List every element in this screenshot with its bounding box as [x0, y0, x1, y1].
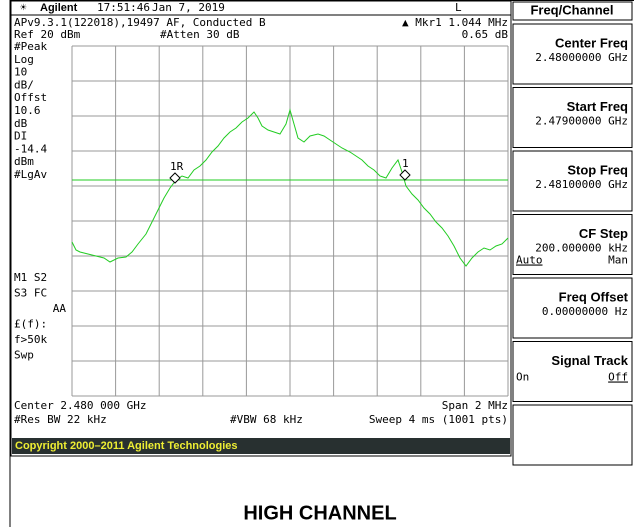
side-label: #Peak: [14, 40, 47, 53]
softkey-value: 2.47900000 GHz: [535, 115, 628, 128]
menu-title: Freq/Channel: [530, 2, 613, 17]
softkey-box: [512, 277, 633, 339]
side-label: Swp: [14, 349, 34, 362]
side-label: 10.6: [14, 104, 41, 117]
trace: [71, 108, 509, 267]
side-label: f>50k: [14, 333, 47, 346]
softkey-label: Stop Freq: [567, 162, 628, 177]
svg-text:1R: 1R: [170, 160, 184, 173]
svg-text:1: 1: [402, 157, 409, 170]
softkey-value: 2.48000000 GHz: [535, 51, 628, 64]
softkey-value: 200.000000 kHz: [535, 242, 628, 255]
marker-1: 1: [399, 157, 411, 181]
marker-1r: 1R: [169, 160, 184, 184]
softkey-label: CF Step: [579, 226, 628, 241]
softkey-value: 2.48100000 GHz: [535, 178, 628, 191]
softkey[interactable]: [512, 404, 633, 466]
marker-readout: ▲ Mkr1 1.044 MHz: [402, 16, 508, 29]
side-label: 10: [14, 66, 27, 79]
time: 17:51:46: [97, 1, 150, 14]
icon: ☀: [20, 1, 27, 14]
softkey-label: Signal Track: [551, 353, 628, 368]
display: [10, 0, 512, 457]
caption: HIGH CHANNEL: [243, 502, 396, 524]
softkey-box: [512, 404, 633, 466]
side-label: dBm: [14, 155, 34, 168]
softkey-label: Center Freq: [555, 35, 628, 50]
softkey-label: Freq Offset: [559, 289, 629, 304]
softkey-label: Start Freq: [567, 99, 628, 114]
copyright-bar: [12, 438, 510, 454]
softkey-option: Off: [608, 371, 628, 384]
marker-value: 0.65 dB: [462, 28, 509, 41]
softkey-box: [512, 214, 633, 275]
softkey-box: [512, 150, 633, 212]
side-label: #LgAv: [14, 168, 47, 181]
ref: Ref 20 dBm: [14, 28, 81, 41]
softkey-option: On: [516, 371, 529, 384]
side-label: £(f):: [14, 318, 47, 331]
softkey-value: 0.00000000 Hz: [542, 305, 628, 318]
side-label: AA: [53, 302, 67, 315]
vbw: #VBW 68 kHz: [230, 413, 303, 426]
sweep: Sweep 4 ms (1001 pts): [369, 413, 508, 426]
brand: Agilent: [40, 2, 78, 14]
copyright: Copyright 2000–2011 Agilent Technologies: [15, 440, 238, 452]
span: Span 2 MHz: [442, 399, 508, 412]
side-label: -14.4: [14, 142, 47, 155]
softkey[interactable]: Signal Track On Off: [512, 341, 633, 402]
softkey-option: Auto: [516, 254, 543, 267]
center: Center 2.480 000 GHz: [14, 399, 146, 412]
softkey-box: [512, 341, 633, 402]
softkey-box: [512, 23, 633, 85]
side-label: dB: [14, 117, 28, 130]
softkey-option: Man: [608, 254, 628, 267]
date: Jan 7, 2019: [152, 1, 225, 14]
side-label: S3 FC: [14, 287, 47, 300]
rbw: #Res BW 22 kHz: [14, 413, 107, 426]
side-label: Log: [14, 53, 34, 66]
menu-title-box: [512, 1, 633, 21]
side-label: M1 S2: [14, 271, 47, 284]
side-label: DI: [14, 130, 27, 143]
side-label: Offst: [14, 91, 47, 104]
title: APv9.3.1(122018),19497 AF, Conducted B: [14, 16, 266, 29]
mode: L: [455, 1, 462, 14]
softkey-box: [512, 87, 633, 148]
side-label: dB/: [14, 78, 34, 91]
atten: #Atten 30 dB: [160, 28, 240, 41]
